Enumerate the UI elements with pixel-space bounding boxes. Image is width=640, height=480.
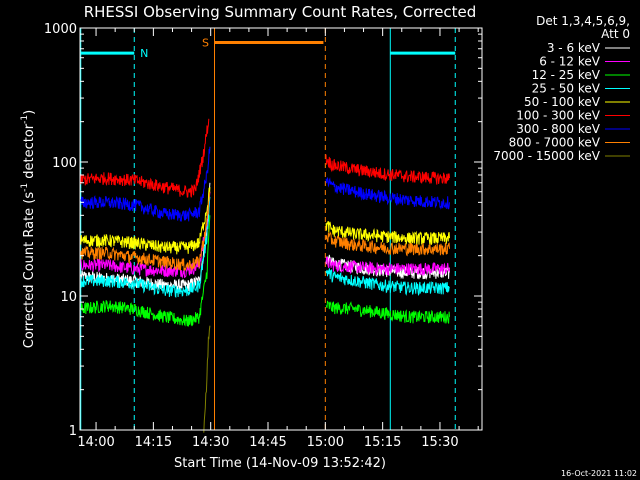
legend-entry-label: 800 - 7000 keV	[509, 136, 601, 150]
y-axis-label-part: )	[22, 110, 37, 115]
x-tick-label: 14:30	[192, 435, 229, 450]
legend-entry-label: 50 - 100 keV	[524, 95, 601, 109]
legend-entry-label: 3 - 6 keV	[547, 41, 601, 55]
x-tick-label: 15:15	[364, 435, 401, 450]
series-line	[325, 300, 450, 324]
y-axis-label-sup: -1	[20, 183, 30, 192]
series-line	[325, 256, 450, 277]
series-line	[80, 118, 210, 198]
legend-entry-label: 100 - 300 keV	[516, 109, 600, 123]
x-axis: 14:00 14:15 14:30 14:45 15:00 15:15 15:30	[77, 28, 479, 450]
mode-label: N	[140, 47, 148, 60]
x-tick-label: 15:00	[307, 435, 344, 450]
y-axis-label-part: Corrected Count Rate (s	[22, 192, 37, 349]
series-line	[203, 325, 211, 433]
y-tick-label: 1000	[44, 22, 77, 37]
y-axis-label-part: detector	[22, 123, 37, 183]
series-line	[80, 191, 211, 272]
y-tick-label: 100	[52, 156, 77, 171]
plot-area: NS	[80, 28, 456, 433]
x-tick-label: 14:00	[77, 435, 114, 450]
legend-entry-label: 25 - 50 keV	[532, 82, 601, 96]
y-axis-label: Corrected Count Rate (s-1 detector-1)	[20, 110, 37, 348]
series-line	[325, 268, 450, 296]
series-line	[325, 154, 450, 185]
series-line	[325, 177, 450, 210]
series-line	[325, 231, 450, 257]
y-axis: 1 10 100 1000	[44, 22, 482, 439]
series-line	[325, 221, 450, 245]
series-line	[80, 196, 211, 298]
series-line	[80, 187, 211, 255]
legend-entry-label: 6 - 12 keV	[539, 55, 601, 69]
x-tick-label: 15:30	[421, 435, 458, 450]
y-tick-label: 1	[69, 424, 77, 439]
plot-frame	[79, 27, 483, 431]
legend-entry-label: 300 - 800 keV	[516, 122, 600, 136]
legend-header-line: Att 0	[601, 27, 630, 41]
footer-timestamp: 16-Oct-2021 11:02	[561, 469, 637, 478]
legend-header-line: Det 1,3,4,5,6,9,	[536, 14, 630, 28]
x-axis-label: Start Time (14-Nov-09 13:52:42)	[174, 456, 386, 471]
legend-entry-label: 12 - 25 keV	[532, 68, 601, 82]
x-tick-label: 14:45	[249, 435, 286, 450]
series-line	[80, 215, 211, 327]
y-axis-label-sup: -1	[20, 115, 30, 124]
mode-label: S	[202, 36, 209, 49]
legend-entry-label: 7000 - 15000 keV	[493, 149, 600, 163]
chart-title: RHESSI Observing Summary Count Rates, Co…	[84, 3, 477, 21]
y-tick-label: 10	[60, 290, 77, 305]
series-line	[80, 146, 211, 222]
x-tick-label: 14:15	[135, 435, 172, 450]
